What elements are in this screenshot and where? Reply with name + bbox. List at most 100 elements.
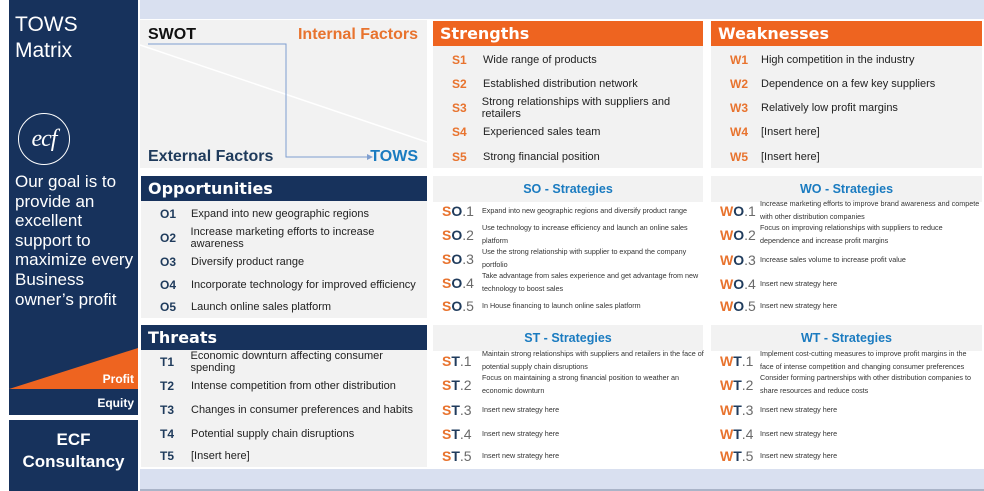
code-letter-1: W (720, 426, 734, 442)
opportunities-panel: Opportunities O1 Expand into new geograph… (141, 176, 427, 318)
tows-label: TOWS (370, 148, 418, 165)
item-text: Increase marketing efforts to increase a… (190, 226, 375, 250)
strategy-code: WT.1 (711, 353, 760, 369)
strategy-text: Focus on improving relationships with su… (760, 223, 943, 245)
strategy-code: SO.3 (433, 251, 482, 267)
strategy-text: Increase sales volume to increase profit… (760, 254, 906, 264)
code-number: .1 (741, 352, 754, 369)
strategy-text: Insert new strategy here (760, 450, 838, 460)
item-text: Launch online sales platform (191, 301, 332, 313)
strategy-code: SO.5 (433, 298, 482, 314)
code-letter-1: W (720, 226, 734, 243)
weaknesses-panel: Weaknesses W1 High competition in the ind… (711, 21, 982, 168)
item-code: O5 (160, 300, 177, 314)
item-text: Incorporate technology for improved effi… (191, 279, 416, 291)
code-number: .1 (744, 202, 756, 219)
strategy-item: WO.1 Increase marketing efforts to improv… (711, 198, 982, 223)
strategy-text: Use the strong relationship with supplie… (482, 247, 687, 269)
code-letter-2: T (451, 448, 460, 464)
strategy-code: WO.1 (711, 203, 760, 219)
strategy-text: Take advantage from sales experience and… (482, 271, 699, 293)
code-letter-1: S (442, 402, 452, 418)
strategy-item: WO.2 Focus on improving relationships wit… (711, 222, 982, 247)
code-letter-1: W (720, 352, 734, 369)
item-code: S4 (452, 125, 467, 139)
item-code: W3 (730, 101, 748, 115)
item-text: High competition in the industry (761, 54, 915, 66)
code-number: .4 (741, 426, 754, 442)
code-number: .2 (462, 226, 474, 243)
code-letter-2: T (733, 376, 742, 393)
strategy-text: Insert new strategy here (760, 300, 838, 310)
profit-wedge-icon (9, 348, 138, 389)
code-letter-1: S (442, 448, 452, 464)
strategy-text: Use technology to increase efficiency an… (482, 223, 688, 245)
list-item: W3 Relatively low profit margins (711, 98, 898, 118)
item-text: Intense competition from other distribut… (191, 380, 396, 392)
sidebar-title: TOWS Matrix (15, 12, 78, 64)
code-number: .3 (744, 252, 756, 268)
top-strip (140, 0, 984, 19)
item-code: T5 (160, 449, 175, 463)
code-letter-2: T (733, 448, 742, 464)
item-text: Changes in consumer preferences and habi… (191, 404, 413, 416)
code-letter-1: W (720, 202, 734, 219)
code-number: .3 (462, 250, 474, 267)
code-letter-2: O (733, 298, 745, 314)
item-code: S2 (452, 77, 467, 91)
item-code: W5 (730, 150, 748, 164)
goal-statement: Our goal is to provide an excellent supp… (15, 172, 134, 309)
code-number: .2 (744, 226, 756, 243)
item-code: S1 (452, 53, 467, 67)
code-letter-1: S (442, 203, 452, 219)
company-line-1: ECF (56, 430, 91, 449)
strategy-code: SO.2 (433, 227, 482, 243)
code-letter-1: W (720, 376, 734, 393)
code-number: .4 (462, 274, 474, 291)
list-item: S5 Strong financial position (433, 147, 600, 167)
bottom-strip (140, 469, 984, 489)
strategy-text: In House financing to launch online sale… (482, 300, 641, 310)
list-item: S3 Strong relationships with suppliers an… (433, 96, 703, 120)
item-text: [Insert here] (761, 151, 820, 163)
strategy-code: SO.4 (433, 275, 482, 291)
strategy-item: SO.5 In House financing to launch online … (433, 298, 704, 314)
item-text: [Insert here] (761, 126, 820, 138)
strategy-item: ST.3 Insert new strategy here (433, 402, 704, 418)
strategy-item: WT.4 Insert new strategy here (711, 426, 982, 442)
item-code: W1 (730, 53, 748, 67)
item-code: T4 (160, 427, 175, 441)
item-text: Potential supply chain disruptions (191, 428, 355, 440)
strategy-item: SO.2 Use technology to increase efficienc… (433, 222, 704, 247)
list-item: W4 [Insert here] (711, 122, 820, 142)
strengths-panel: Strengths S1 Wide range of products S2 Est… (433, 21, 703, 168)
st-strategies-list: ST.1 Maintain strong relationships with s… (433, 349, 704, 467)
list-item: T4 Potential supply chain disruptions (141, 424, 354, 444)
list-item: O4 Incorporate technology for improved ef… (141, 275, 416, 295)
profit-label: Profit (102, 372, 134, 386)
code-letter-1: S (442, 426, 452, 442)
strategy-text: Insert new strategy here (482, 428, 560, 438)
strategy-item: WT.2 Consider forming partnerships with o… (711, 372, 982, 397)
strategy-text: Implement cost-cutting measures to impro… (760, 349, 967, 371)
code-letter-2: T (451, 376, 460, 393)
logo-text: ecf (31, 125, 58, 152)
code-letter-2: O (451, 203, 463, 219)
item-code: T3 (160, 403, 175, 417)
item-code: O4 (160, 278, 177, 292)
list-item: S4 Experienced sales team (433, 122, 600, 142)
code-letter-1: W (720, 402, 734, 418)
strategy-item: WT.1 Implement cost-cutting measures to i… (711, 348, 982, 373)
item-code: O1 (160, 207, 177, 221)
strategy-text: Insert new strategy here (760, 428, 838, 438)
code-letter-1: S (442, 376, 452, 393)
opportunities-header: Opportunities (141, 176, 427, 201)
item-code: O2 (160, 231, 177, 245)
item-text: Expand into new geographic regions (191, 208, 369, 220)
code-letter-2: T (733, 402, 742, 418)
list-item: T3 Changes in consumer preferences and ha… (141, 400, 413, 420)
code-number: .1 (459, 352, 472, 369)
strategy-code: SO.1 (433, 203, 482, 219)
list-item: O3 Diversify product range (141, 252, 304, 272)
title-line-1: TOWS (15, 13, 78, 36)
